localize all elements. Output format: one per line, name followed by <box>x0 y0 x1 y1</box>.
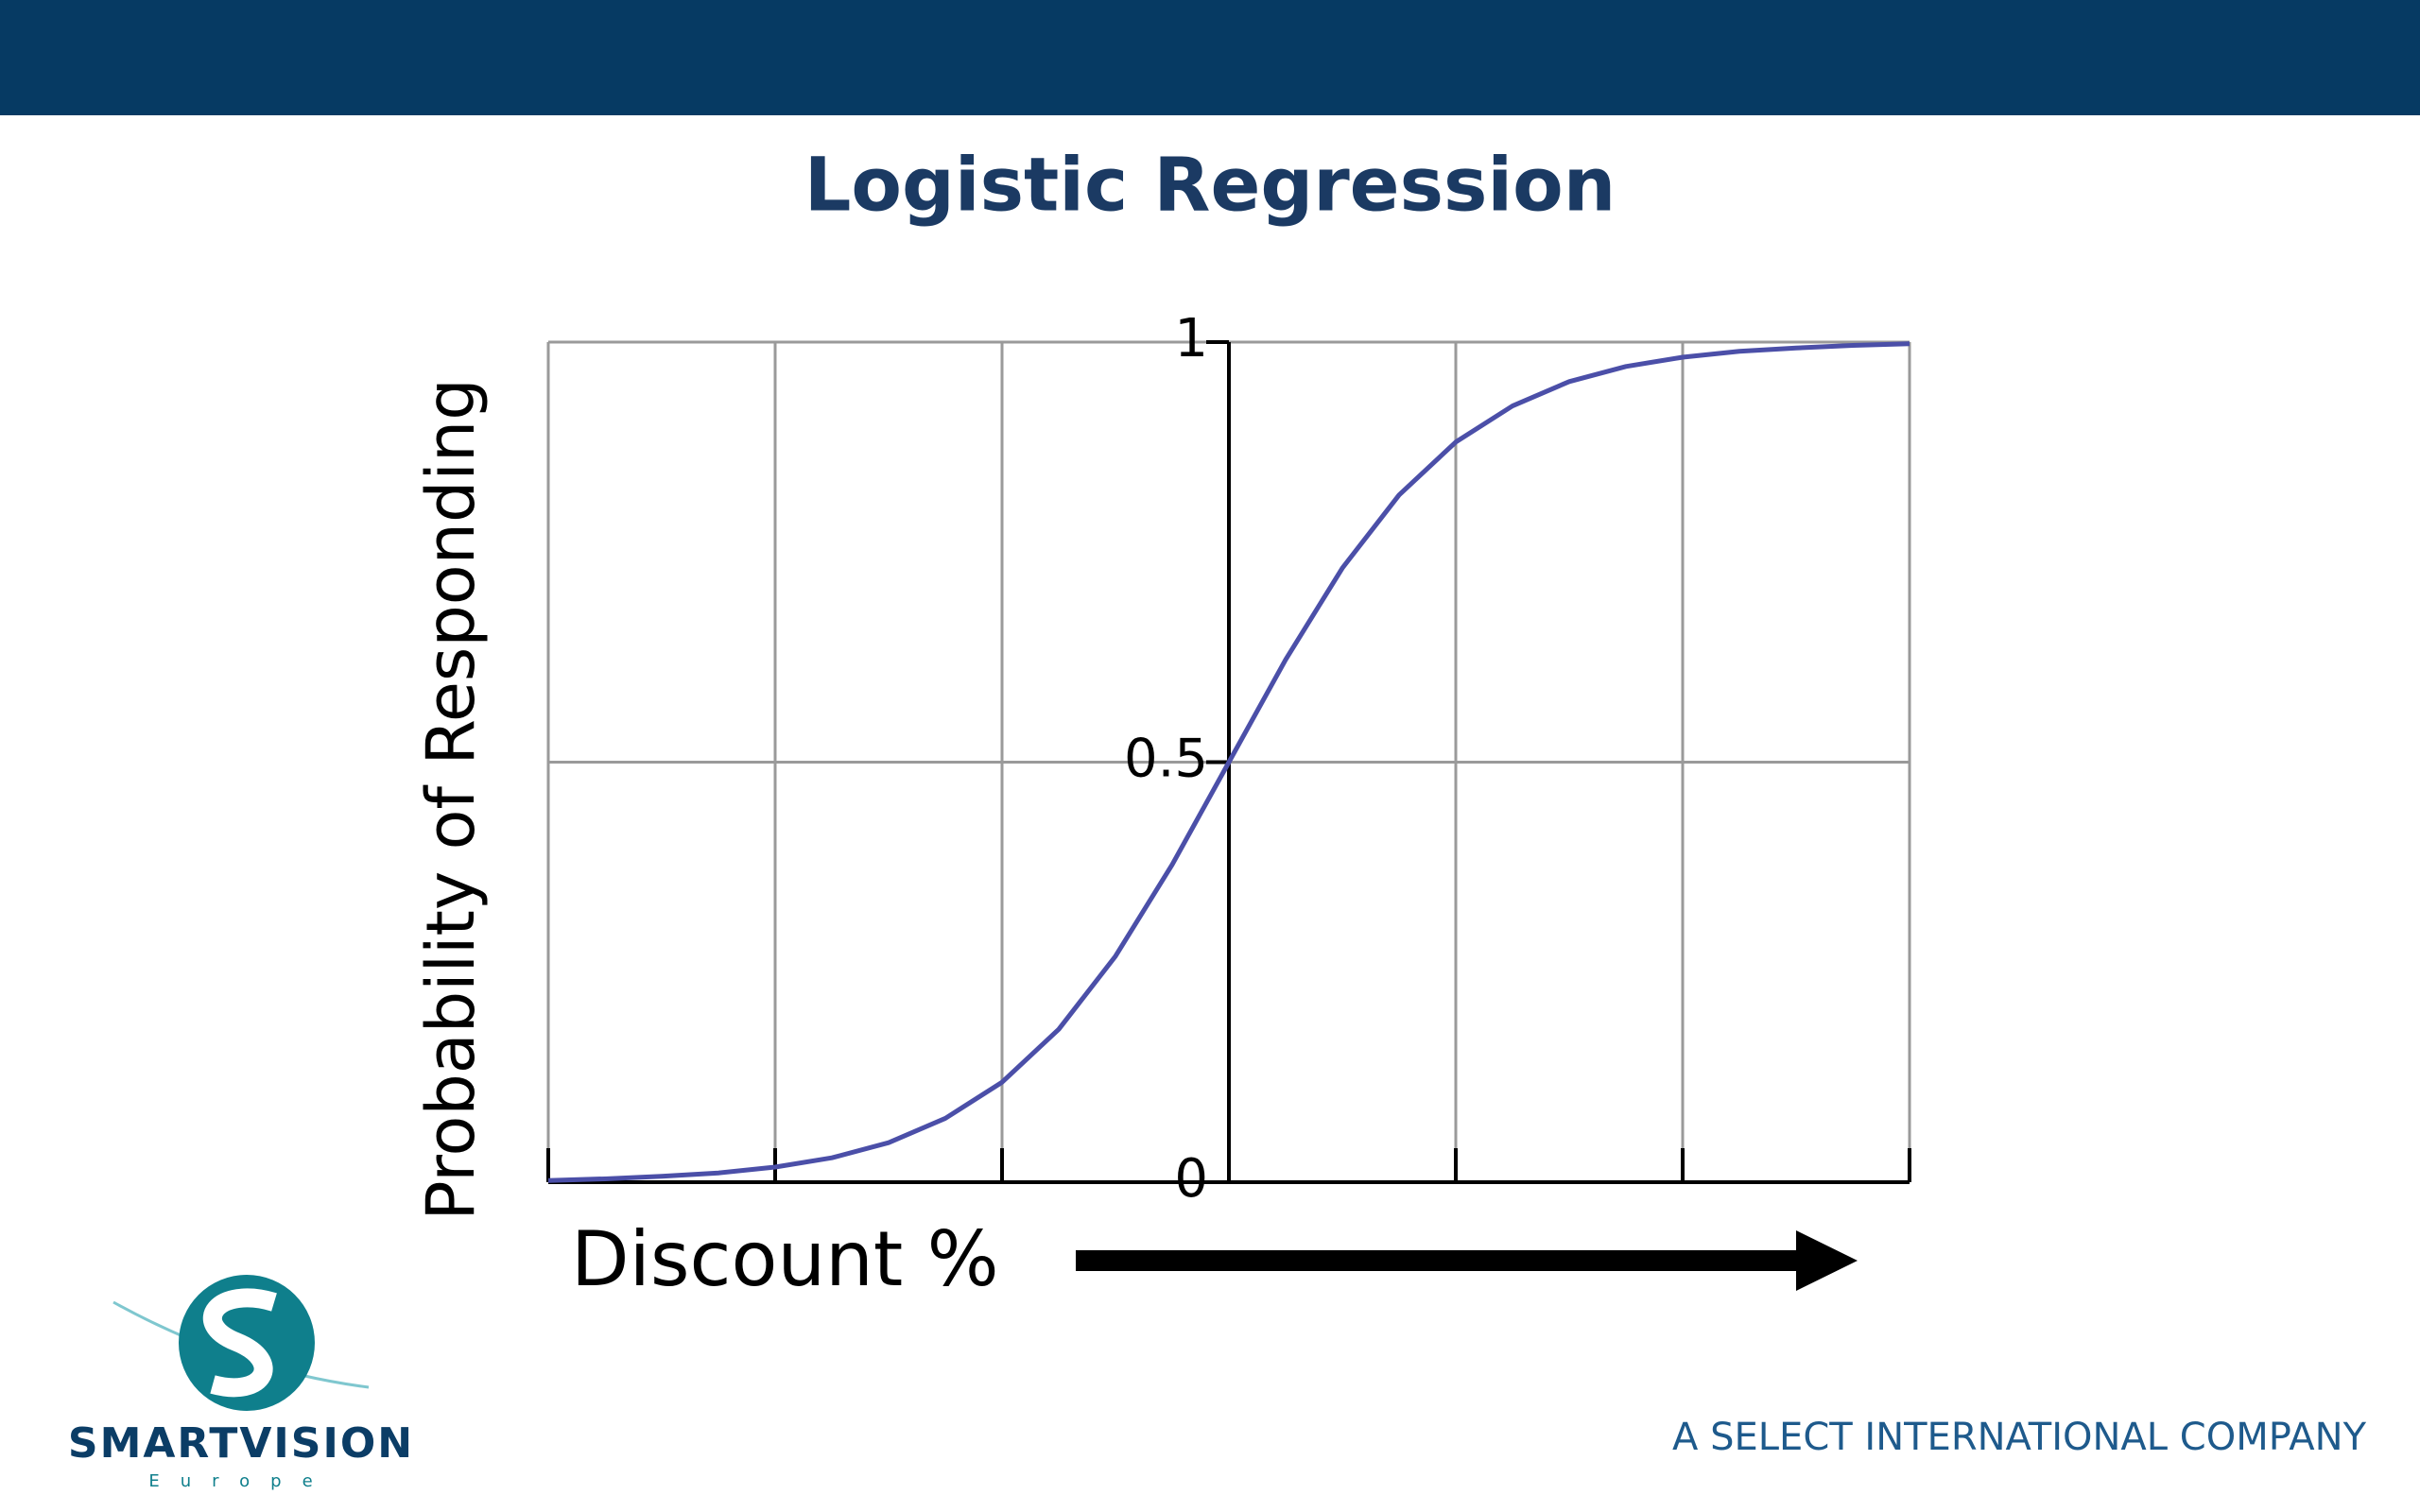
logo-name: SMARTVISION <box>68 1419 414 1468</box>
direction-arrow <box>1076 1230 1858 1291</box>
x-axis-label: Discount % <box>571 1215 999 1303</box>
logo-s <box>202 1288 277 1398</box>
logo-sub: Europe <box>148 1471 333 1491</box>
arrow-head <box>1796 1230 1858 1291</box>
arrow-shaft <box>1076 1250 1806 1271</box>
data-line <box>547 341 1910 1183</box>
y-tick-label: 1 <box>1174 308 1208 369</box>
y-tick-label: 0.5 <box>1124 729 1208 790</box>
y-axis-label: Probability of Responding <box>412 378 490 1220</box>
logo: SMARTVISION Europe <box>68 1275 414 1491</box>
header-bar <box>0 0 2420 115</box>
footer-text: A SELECT INTERNATIONAL COMPANY <box>1672 1416 2367 1459</box>
y-tick-label: 0 <box>1174 1148 1208 1210</box>
chart-title: Logistic Regression <box>804 143 1616 228</box>
plot: 00.51 <box>546 308 1911 1210</box>
